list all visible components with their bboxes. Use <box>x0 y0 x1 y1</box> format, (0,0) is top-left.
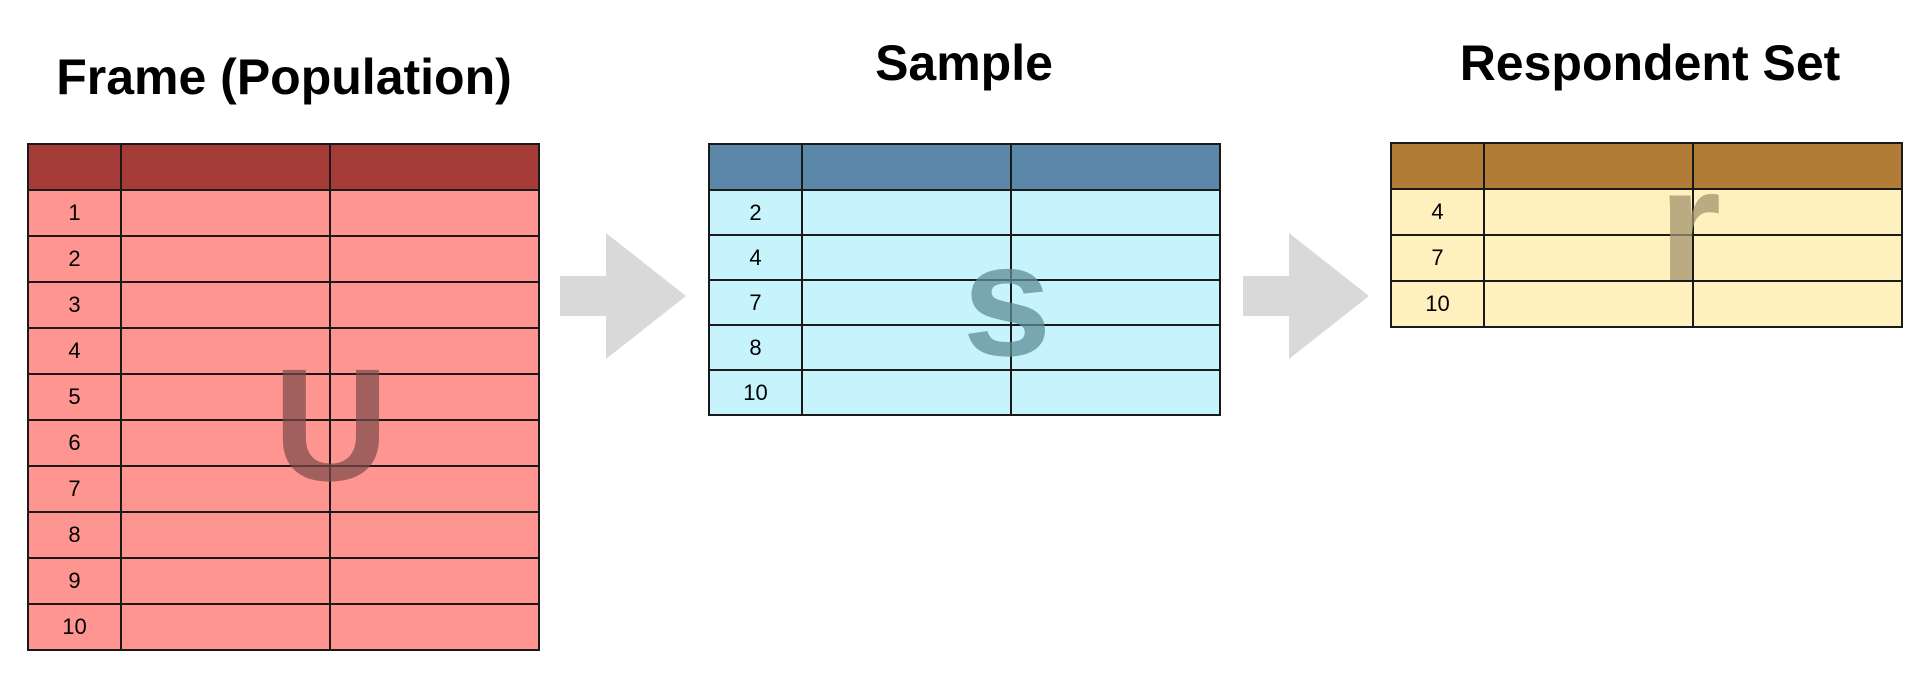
frame-cell <box>120 189 331 237</box>
respondent-header-row <box>1390 142 1903 190</box>
sample-header-cell <box>1010 143 1221 191</box>
sample-row: 10 <box>708 369 1221 416</box>
frame-row: 9 <box>27 557 540 605</box>
respondent-row-id: 10 <box>1390 280 1485 328</box>
sample-cell <box>1010 189 1221 236</box>
respondent-row: 10 <box>1390 280 1903 328</box>
sample-row-id: 10 <box>708 369 803 416</box>
sample-cell <box>801 234 1012 281</box>
sample-row: 7 <box>708 279 1221 326</box>
sample-title: Sample <box>875 35 1053 91</box>
frame-row-id: 10 <box>27 603 122 651</box>
frame-cell <box>120 373 331 421</box>
frame-row-id: 7 <box>27 465 122 513</box>
frame-row: 2 <box>27 235 540 283</box>
sample-row: 8 <box>708 324 1221 371</box>
frame-cell <box>120 281 331 329</box>
respondent-row: 4 <box>1390 188 1903 236</box>
respondent-row-id: 7 <box>1390 234 1485 282</box>
frame-cell <box>329 511 540 559</box>
sample-row-id: 4 <box>708 234 803 281</box>
respondent-set-title: Respondent Set <box>1459 35 1841 91</box>
frame-cell <box>329 465 540 513</box>
frame-cell <box>120 557 331 605</box>
respondent-cell <box>1483 280 1694 328</box>
frame-row-id: 3 <box>27 281 122 329</box>
arrow-right-icon <box>1243 233 1369 359</box>
frame-row: 3 <box>27 281 540 329</box>
sample-cell <box>801 189 1012 236</box>
frame-row-id: 1 <box>27 189 122 237</box>
frame-cell <box>329 419 540 467</box>
frame-cell <box>329 189 540 237</box>
frame-cell <box>329 603 540 651</box>
frame-header-row <box>27 143 540 191</box>
sample-row-id: 2 <box>708 189 803 236</box>
sample-cell <box>1010 279 1221 326</box>
sample-cell <box>1010 234 1221 281</box>
respondent-cell <box>1692 234 1903 282</box>
sample-cell <box>1010 369 1221 416</box>
frame-row: 6 <box>27 419 540 467</box>
sample-row: 4 <box>708 234 1221 281</box>
frame-row-id: 8 <box>27 511 122 559</box>
respondent-cell <box>1483 188 1694 236</box>
frame-row-id: 4 <box>27 327 122 375</box>
sample-cell <box>801 369 1012 416</box>
frame-cell <box>329 557 540 605</box>
frame-row: 1 <box>27 189 540 237</box>
sample-header-row <box>708 143 1221 191</box>
frame-header-cell <box>27 143 122 191</box>
frame-cell <box>120 419 331 467</box>
respondent-header-cell <box>1483 142 1694 190</box>
frame-header-cell <box>120 143 331 191</box>
sample-row: 2 <box>708 189 1221 236</box>
sample-header-cell <box>708 143 803 191</box>
frame-cell <box>120 327 331 375</box>
sample-cell <box>1010 324 1221 371</box>
frame-row: 10 <box>27 603 540 651</box>
sample-cell <box>801 324 1012 371</box>
frame-row: 5 <box>27 373 540 421</box>
respondent-header-cell <box>1390 142 1485 190</box>
frame-cell <box>120 235 331 283</box>
sample-row-id: 7 <box>708 279 803 326</box>
frame-header-cell <box>329 143 540 191</box>
frame-row-id: 5 <box>27 373 122 421</box>
sample-row-id: 8 <box>708 324 803 371</box>
frame-cell <box>120 465 331 513</box>
frame-row: 8 <box>27 511 540 559</box>
frame-cell <box>329 373 540 421</box>
sample-header-cell <box>801 143 1012 191</box>
frame-cell <box>120 603 331 651</box>
respondent-cell <box>1692 188 1903 236</box>
arrow-right-icon <box>560 233 686 359</box>
respondent-set-table: 4 7 10 <box>1390 142 1903 328</box>
respondent-row: 7 <box>1390 234 1903 282</box>
frame-row-id: 2 <box>27 235 122 283</box>
sample-cell <box>801 279 1012 326</box>
frame-table: 1 2 3 4 5 6 7 8 9 10 <box>27 143 540 651</box>
frame-row: 4 <box>27 327 540 375</box>
frame-cell <box>120 511 331 559</box>
frame-title: Frame (Population) <box>56 49 512 105</box>
frame-row: 7 <box>27 465 540 513</box>
frame-cell <box>329 281 540 329</box>
respondent-header-cell <box>1692 142 1903 190</box>
frame-row-id: 9 <box>27 557 122 605</box>
frame-cell <box>329 235 540 283</box>
frame-row-id: 6 <box>27 419 122 467</box>
respondent-row-id: 4 <box>1390 188 1485 236</box>
frame-cell <box>329 327 540 375</box>
respondent-cell <box>1483 234 1694 282</box>
respondent-cell <box>1692 280 1903 328</box>
sample-table: 2 4 7 8 10 <box>708 143 1221 416</box>
